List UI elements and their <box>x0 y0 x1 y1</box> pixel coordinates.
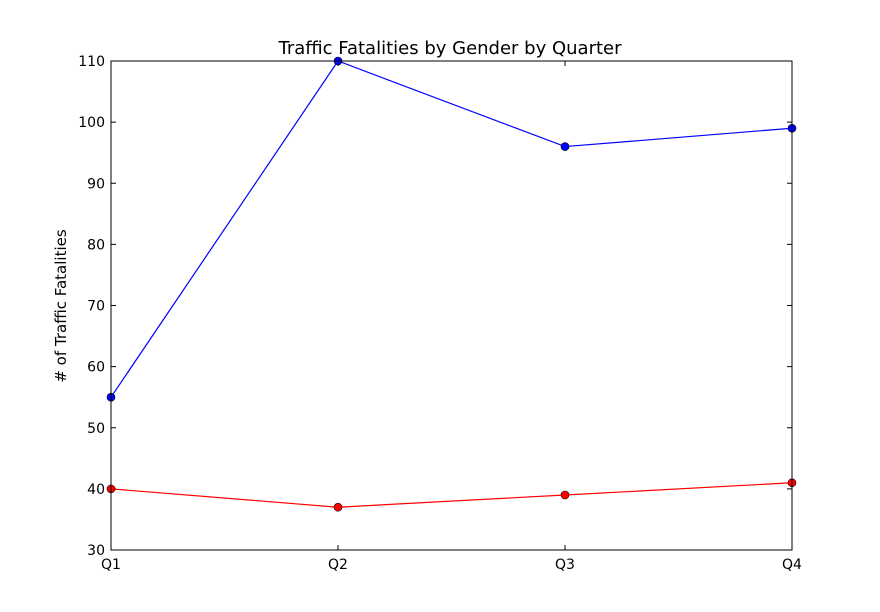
series-line <box>110 482 793 508</box>
tick-marks <box>110 60 793 551</box>
x-tick-label: Q1 <box>101 557 121 573</box>
x-tick-label: Q4 <box>782 557 802 573</box>
series-2 <box>106 478 797 512</box>
x-tick-label: Q2 <box>328 557 348 573</box>
data-point <box>333 502 343 512</box>
y-tick-label: 70 <box>87 299 105 315</box>
data-point <box>560 490 570 500</box>
series-line <box>110 60 793 398</box>
y-tick-label: 110 <box>78 54 105 70</box>
y-tick-label: 60 <box>87 360 105 376</box>
chart-title: Traffic Fatalities by Gender by Quarter <box>277 38 622 59</box>
y-tick-label: 90 <box>87 176 105 192</box>
x-tick-labels: Q1 Q2 Q3 Q4 <box>101 557 802 573</box>
y-tick-labels: 30 40 50 60 70 80 90 100 110 <box>78 54 105 559</box>
plot-frame <box>110 60 793 551</box>
x-tick-label: Q3 <box>555 557 575 573</box>
series-layer <box>106 56 797 512</box>
y-tick-label: 100 <box>78 115 105 131</box>
series-1 <box>106 56 797 402</box>
y-tick-label: 40 <box>87 482 105 498</box>
y-tick-label: 30 <box>87 543 105 559</box>
data-point <box>560 142 570 151</box>
y-tick-label: 50 <box>87 421 105 437</box>
y-tick-label: 80 <box>87 237 105 253</box>
y-axis-label: # of Traffic Fatalities <box>52 229 70 383</box>
